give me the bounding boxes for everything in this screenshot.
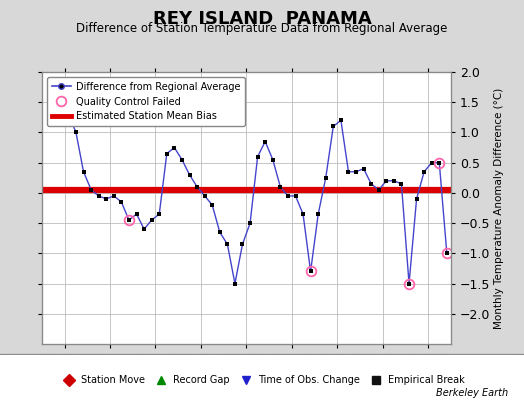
Legend: Station Move, Record Gap, Time of Obs. Change, Empirical Break: Station Move, Record Gap, Time of Obs. C… — [56, 372, 468, 388]
Text: Berkeley Earth: Berkeley Earth — [436, 388, 508, 398]
Legend: Difference from Regional Average, Quality Control Failed, Estimated Station Mean: Difference from Regional Average, Qualit… — [47, 77, 245, 126]
FancyBboxPatch shape — [0, 354, 524, 400]
Text: Difference of Station Temperature Data from Regional Average: Difference of Station Temperature Data f… — [77, 22, 447, 35]
Text: REY ISLAND  PANAMA: REY ISLAND PANAMA — [152, 10, 372, 28]
Y-axis label: Monthly Temperature Anomaly Difference (°C): Monthly Temperature Anomaly Difference (… — [494, 87, 504, 329]
